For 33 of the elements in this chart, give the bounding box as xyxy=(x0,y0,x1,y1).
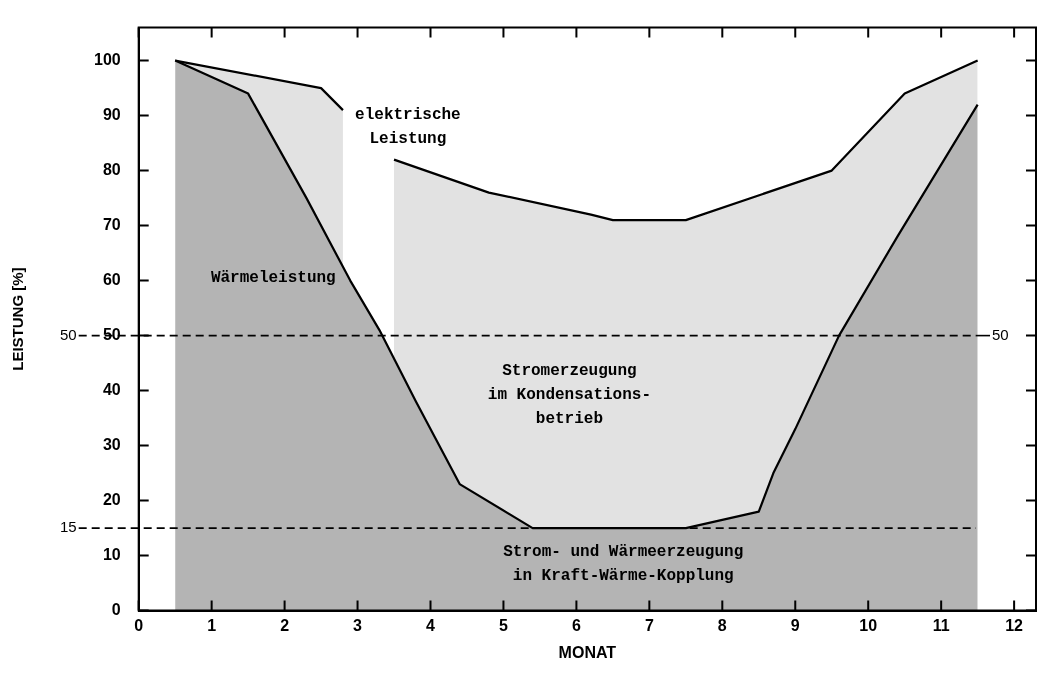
y-tick-label: 80 xyxy=(102,161,121,179)
x-tick-label: 1 xyxy=(207,616,217,634)
x-tick-label: 3 xyxy=(353,616,363,634)
y-tick-label: 50 xyxy=(102,326,121,344)
x-tick-label: 12 xyxy=(1005,616,1024,634)
x-tick-label: 0 xyxy=(134,616,144,634)
x-axis-title: MONAT xyxy=(558,643,617,661)
x-tick-label: 2 xyxy=(280,616,290,634)
x-tick-label: 7 xyxy=(644,616,654,634)
ref-line-label: 50 xyxy=(992,325,1009,343)
y-tick-label: 90 xyxy=(102,106,121,124)
y-tick-label: 10 xyxy=(102,546,121,564)
y-tick-label: 20 xyxy=(102,491,121,509)
y-tick-label: 30 xyxy=(102,436,121,454)
y-tick-label: 70 xyxy=(102,216,121,234)
annotation: Stromerzeugung im Kondensations- betrieb xyxy=(487,361,652,428)
annotation: Wärmeleistung xyxy=(210,269,336,288)
y-tick-label: 40 xyxy=(102,381,121,399)
annotation: elektrische Leistung xyxy=(355,105,461,148)
x-tick-label: 4 xyxy=(426,616,436,634)
y-tick-label: 0 xyxy=(111,601,121,619)
x-tick-label: 11 xyxy=(932,616,950,634)
x-tick-label: 5 xyxy=(499,616,508,634)
y-axis-title: LEISTUNG [%] xyxy=(9,267,27,371)
ref-line-label: 15 xyxy=(60,518,77,536)
y-tick-label: 60 xyxy=(102,271,121,289)
y-tick-label: 100 xyxy=(93,51,121,69)
x-tick-label: 9 xyxy=(790,616,800,634)
ref-line-label: 50 xyxy=(60,325,77,343)
x-tick-label: 10 xyxy=(859,616,878,634)
x-tick-label: 8 xyxy=(717,616,727,634)
x-tick-label: 6 xyxy=(571,616,581,634)
annotation: Strom- und Wärmeerzeugung in Kraft-Wärme-Kopplung xyxy=(503,542,744,585)
